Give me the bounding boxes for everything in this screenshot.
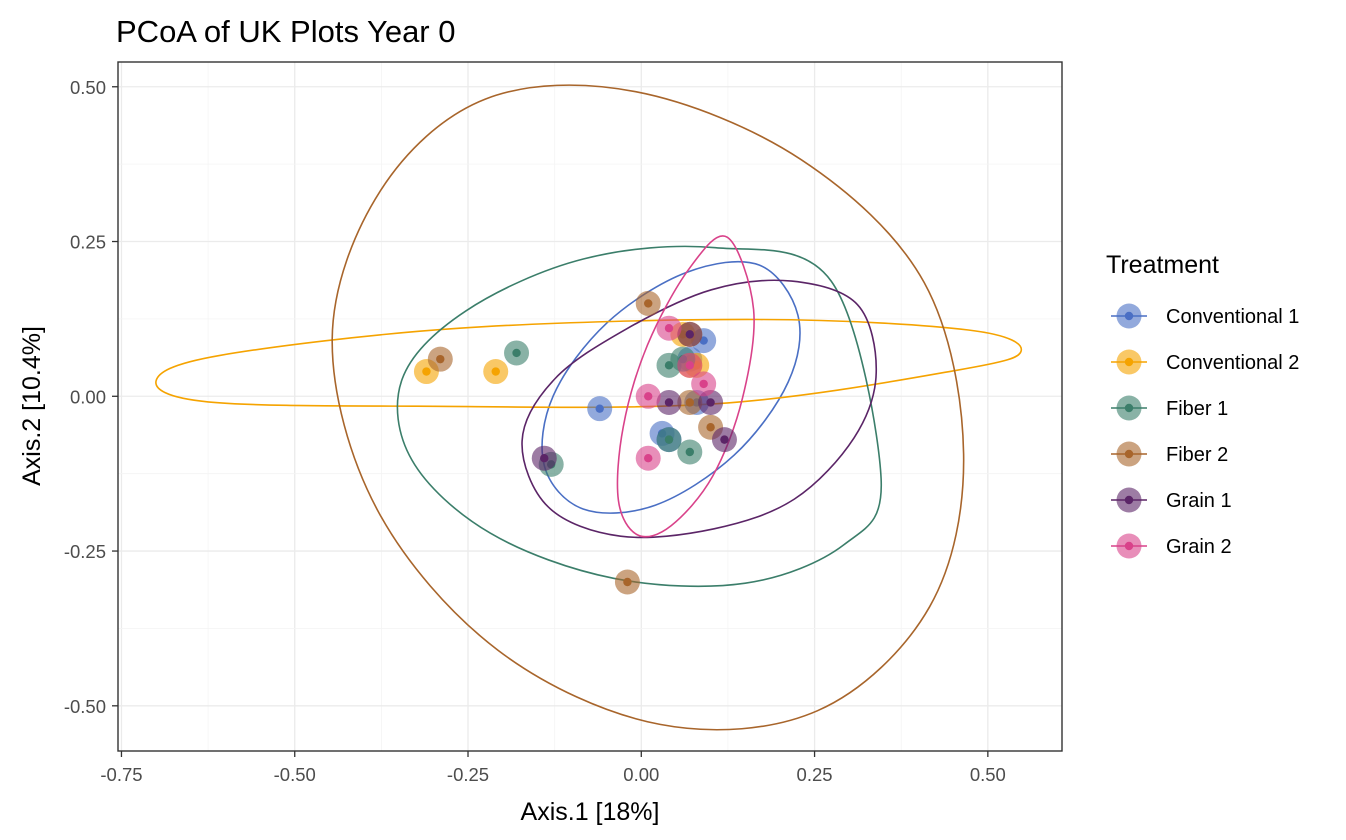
ellipse-fiber-1 <box>396 245 882 588</box>
legend-label: Conventional 2 <box>1166 352 1299 374</box>
legend-key-dot <box>1124 403 1134 413</box>
point-center-grain-2 <box>644 453 653 463</box>
legend-item-grain-1: Grain 1 <box>1111 487 1232 513</box>
y-tick-label: -0.50 <box>64 696 106 717</box>
point-center-fiber-2 <box>685 398 695 407</box>
chart-title: PCoA of UK Plots Year 0 <box>116 14 456 49</box>
point-center-fiber-2 <box>644 299 653 308</box>
y-tick-label: 0.00 <box>70 386 106 407</box>
ellipse-conventional-1 <box>541 260 801 514</box>
point-center-fiber-2 <box>436 354 445 364</box>
y-tick-label: -0.25 <box>64 541 106 562</box>
point-center-conventional-2 <box>491 367 500 376</box>
x-tick-label: -0.50 <box>274 764 316 785</box>
axis-ticks: -0.75 -0.50 -0.25 0.00 0.25 0.50 0.50 0.25 0.00 -… <box>64 77 1006 785</box>
y-tick-label: 0.50 <box>70 77 106 98</box>
legend-item-grain-2: Grain 2 <box>1111 533 1232 559</box>
legend-key-dot <box>1124 357 1134 367</box>
grid <box>118 62 1062 751</box>
confidence-ellipses <box>155 84 1023 731</box>
point-center-grain-2 <box>699 379 708 389</box>
point-center-fiber-2 <box>706 423 715 432</box>
point-center-fiber-1 <box>664 435 674 444</box>
legend: Conventional 1 Conventional 2 Fiber 1 Fiber… <box>1111 303 1299 559</box>
legend-label: Conventional 1 <box>1166 306 1299 328</box>
point-center-grain-2 <box>644 392 653 401</box>
legend-item-fiber-2: Fiber 2 <box>1111 441 1228 467</box>
ellipse-conventional-2 <box>155 318 1023 409</box>
point-center-grain-1 <box>685 330 695 339</box>
legend-title: Treatment <box>1106 251 1219 279</box>
legend-label: Fiber 2 <box>1166 444 1228 466</box>
x-tick-label: -0.25 <box>447 764 489 785</box>
legend-key-dot <box>1124 495 1134 505</box>
legend-label: Grain 1 <box>1166 490 1232 512</box>
x-tick-label: 0.25 <box>797 764 833 785</box>
legend-key-dot <box>1124 449 1134 459</box>
y-tick-label: 0.25 <box>70 232 106 253</box>
legend-label: Fiber 1 <box>1166 398 1228 420</box>
x-axis-title: Axis.1 [18%] <box>521 798 660 826</box>
point-center-grain-1 <box>664 398 674 407</box>
point-center-grain-2 <box>664 323 674 333</box>
legend-item-conventional-1: Conventional 1 <box>1111 303 1299 329</box>
y-axis-title: Axis.2 [10.4%] <box>18 326 46 486</box>
legend-label: Grain 2 <box>1166 536 1232 558</box>
panel-border <box>117 61 1063 752</box>
legend-key-dot <box>1124 541 1134 551</box>
point-center-fiber-1 <box>685 447 695 457</box>
x-tick-label: 0.50 <box>970 764 1006 785</box>
point-center-conventional-2 <box>422 367 431 376</box>
legend-key-dot <box>1124 311 1134 321</box>
point-center-grain-1 <box>706 398 715 407</box>
legend-item-fiber-1: Fiber 1 <box>1111 395 1228 421</box>
point-center-conventional-1 <box>595 404 604 413</box>
point-center-grain-2 <box>685 361 695 370</box>
point-center-grain-1 <box>720 435 729 444</box>
data-points <box>413 290 737 595</box>
x-tick-label: -0.75 <box>100 764 142 785</box>
point-center-fiber-2 <box>623 577 632 587</box>
x-tick-label: 0.00 <box>623 764 659 785</box>
point-center-grain-1 <box>540 453 549 463</box>
point-center-fiber-1 <box>512 348 521 358</box>
ellipse-grain-1 <box>521 279 878 539</box>
ellipse-fiber-2 <box>331 84 965 731</box>
legend-item-conventional-2: Conventional 2 <box>1111 349 1299 375</box>
